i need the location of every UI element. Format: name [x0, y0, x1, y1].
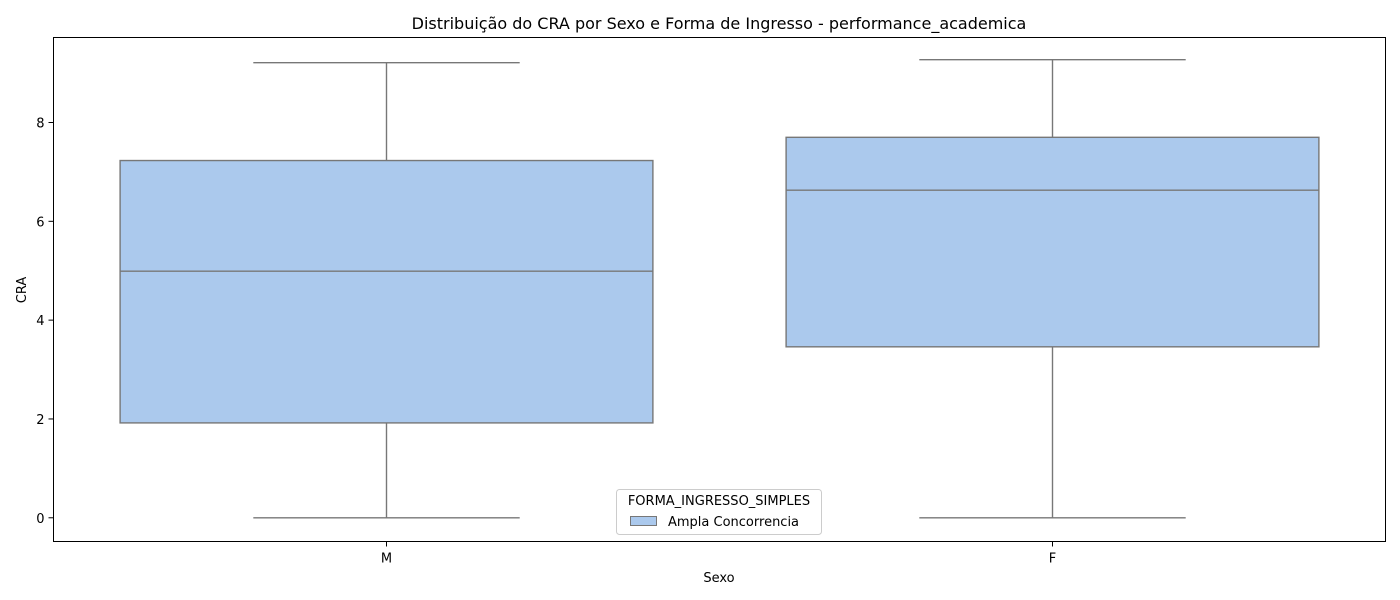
y-tick-label-8: 8: [36, 116, 44, 131]
legend-title: FORMA_INGRESSO_SIMPLES: [628, 494, 810, 509]
y-tick-label-2: 2: [36, 413, 44, 428]
box-f: [785, 59, 1320, 519]
legend-entry-ampla-concorrencia: Ampla Concorrencia: [668, 515, 799, 530]
x-tick-label-f: F: [1049, 552, 1056, 567]
y-tick-label-0: 0: [36, 512, 44, 527]
plot-frame: [53, 37, 1386, 542]
y-axis: 0 2 4 6 8: [36, 116, 54, 527]
boxes-layer: [119, 59, 1320, 519]
x-axis-label: Sexo: [703, 571, 734, 586]
y-tick-label-6: 6: [36, 215, 44, 230]
legend-frame: [616, 489, 822, 535]
x-tick-label-m: M: [381, 552, 392, 567]
box-m-iqr: [119, 159, 654, 424]
legend: FORMA_INGRESSO_SIMPLES Ampla Concorrenci…: [616, 489, 822, 535]
y-axis-label: CRA: [15, 277, 30, 304]
legend-swatch: [630, 516, 657, 526]
box-m: [119, 62, 654, 519]
box-f-iqr: [785, 136, 1320, 348]
chart-title: Distribuição do CRA por Sexo e Forma de …: [412, 14, 1027, 34]
y-tick-label-4: 4: [36, 314, 44, 329]
